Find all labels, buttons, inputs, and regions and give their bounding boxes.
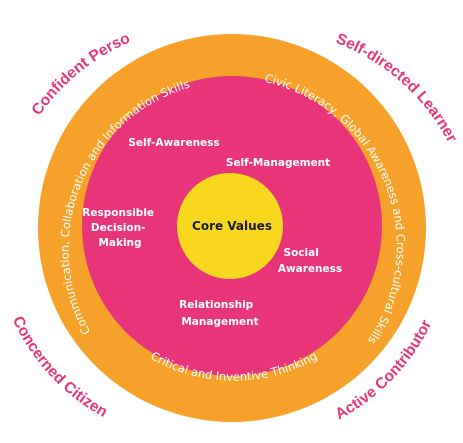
core-circle	[177, 173, 283, 279]
competency-responsible-decision-making: Responsible Decision- Making	[82, 207, 157, 249]
competency-self-management: Self-Management	[226, 157, 330, 169]
competency-social-awareness: Social Awareness	[278, 247, 342, 275]
competency-relationship-management: Relationship Management	[179, 299, 259, 328]
competency-self-awareness: Self-Awareness	[128, 137, 219, 149]
core-values-label: Core Values	[192, 219, 272, 233]
